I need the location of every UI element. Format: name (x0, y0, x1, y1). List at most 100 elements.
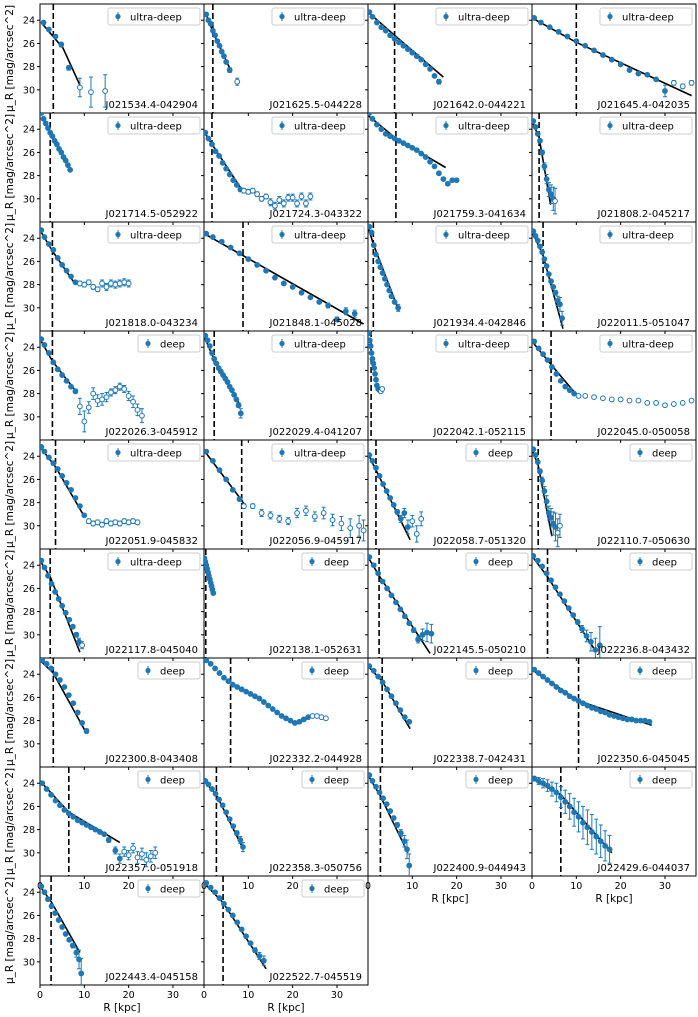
data-point (368, 113, 373, 116)
panel-title: J021645.4-042035 (597, 100, 690, 111)
x-tick-label: 10 (406, 881, 418, 892)
data-point (92, 826, 99, 833)
data-point (540, 351, 546, 358)
data-point (593, 833, 600, 840)
data-point (68, 486, 74, 493)
legend-marker (473, 449, 479, 456)
data-point (557, 377, 564, 384)
data-point (67, 166, 74, 173)
data-point (382, 27, 389, 34)
y-axis-label: μ_R [mag/arcsec^2] (4, 5, 16, 112)
data-point (537, 468, 543, 475)
data-point (588, 638, 594, 645)
data-point (68, 273, 74, 280)
legend-marker (473, 558, 479, 565)
panel-title: J022358.3-050756 (269, 863, 362, 874)
data-point (382, 130, 389, 137)
data-point (207, 884, 214, 891)
y-axis-label: μ_R [mag/arcsec^2] (4, 877, 16, 984)
data-point (532, 15, 538, 21)
legend-box (107, 116, 201, 135)
data-point (373, 783, 379, 790)
panel-title: J022300.8-043408 (105, 754, 198, 765)
data-point (50, 460, 57, 467)
data-point (209, 141, 215, 148)
data-point (368, 331, 372, 337)
profile-panel: ultra-deep J021808.2-045217 (529, 112, 697, 225)
data-point (226, 67, 233, 73)
data-point (371, 365, 378, 372)
data-point (212, 790, 219, 797)
data-point (234, 684, 241, 690)
legend-box (107, 552, 201, 571)
profile-panel: ultra-deep J021759.3-041634 (365, 112, 533, 225)
data-point (45, 454, 52, 461)
data-point (81, 418, 88, 425)
data-point (370, 667, 377, 674)
data-point (65, 810, 72, 817)
data-point (391, 135, 398, 142)
data-point (226, 171, 233, 178)
profile-panel: 24 26 28 30 deep J022026.3-045912 (23, 330, 205, 443)
data-point (69, 623, 76, 630)
data-point (40, 883, 45, 890)
fit-line (41, 23, 81, 86)
profile-panel: 0 10 20 30 deep J022429.6-044037 (529, 766, 697, 892)
data-point (226, 816, 233, 823)
legend-marker (443, 231, 449, 238)
legend-box (435, 225, 529, 244)
data-point (88, 89, 94, 96)
data-point (52, 671, 59, 678)
y-tick-label: 30 (23, 957, 35, 968)
profile-panel: deep J022236.8-043432 (529, 548, 697, 661)
legend-box (465, 552, 529, 571)
data-point (99, 396, 105, 403)
legend-label: deep (160, 340, 185, 351)
data-point (561, 598, 568, 605)
legend-label: deep (488, 667, 513, 678)
data-point (218, 238, 225, 245)
data-point (368, 554, 373, 561)
data-point (152, 849, 159, 856)
data-point (548, 191, 554, 198)
data-point (49, 133, 56, 140)
data-point (311, 513, 318, 520)
profile-panel: deep J022332.2-044928 (201, 657, 369, 770)
x-tick-label: 0 (529, 881, 535, 892)
data-point (413, 531, 420, 537)
y-tick-label: 28 (23, 171, 35, 182)
data-point (396, 137, 402, 144)
data-point (225, 906, 232, 913)
data-point (368, 772, 373, 779)
data-point (260, 957, 267, 964)
data-point (670, 79, 677, 86)
panel-title: J022443.4-045158 (105, 972, 198, 983)
data-point (147, 853, 154, 860)
data-point (45, 241, 52, 247)
data-point (387, 495, 394, 501)
data-point (94, 286, 101, 293)
profile-panel: deep J022350.6-045045 (529, 657, 697, 770)
data-point (236, 496, 243, 503)
legend-marker (115, 558, 121, 565)
data-point (369, 457, 376, 464)
y-tick-label: 28 (23, 389, 35, 400)
legend-label: ultra-deep (458, 340, 510, 351)
data-point (409, 518, 416, 525)
data-point (48, 665, 54, 672)
y-tick-label: 24 (23, 343, 35, 354)
data-point (436, 78, 442, 85)
profile-panel: deep J022338.7-042431 (365, 657, 533, 770)
data-point (48, 903, 55, 910)
data-point (204, 332, 209, 339)
data-point (263, 267, 269, 274)
data-point (557, 794, 564, 801)
data-point (252, 947, 258, 954)
data-point (258, 510, 265, 516)
data-point (59, 372, 66, 378)
data-point (99, 521, 105, 528)
data-point (230, 823, 237, 830)
data-point (409, 49, 416, 56)
data-point (378, 24, 385, 31)
panel-title: J022522.7-045519 (269, 972, 362, 983)
